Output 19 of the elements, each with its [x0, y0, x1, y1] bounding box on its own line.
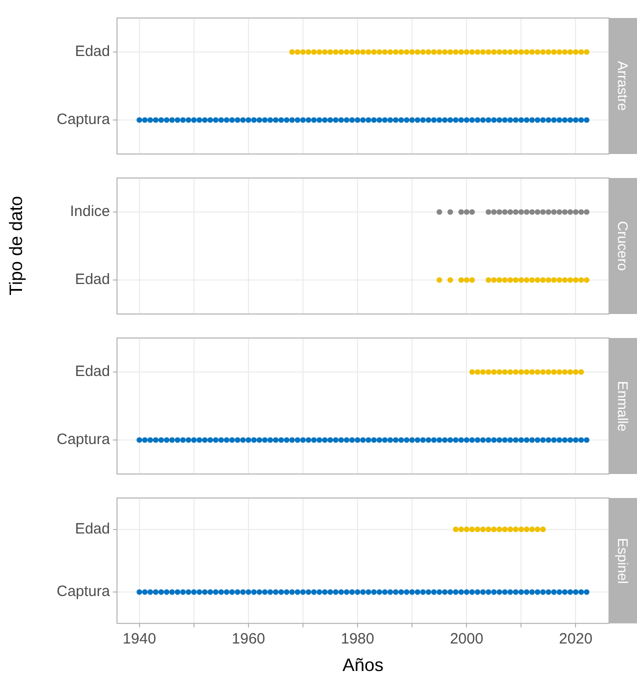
text: Espinel: [615, 538, 631, 584]
x-tick-label: 1980: [340, 630, 374, 648]
x-tick-label: 1960: [232, 630, 266, 648]
x-axis-title: Años: [342, 655, 384, 676]
text: Crucero: [615, 221, 631, 271]
y-tick-label: Captura: [56, 583, 111, 600]
y-tick-label: Edad: [74, 271, 110, 288]
x-tick-label: 1940: [122, 630, 156, 648]
x-tick-label: 2020: [559, 630, 592, 648]
y-tick-label: Indice: [70, 203, 110, 220]
text: Enmalle: [615, 380, 631, 432]
y-tick-label: Edad: [74, 43, 110, 60]
y-tick-label: Captura: [56, 111, 111, 128]
x-tick-label: 2000: [450, 630, 484, 648]
text: Arrastre: [615, 61, 631, 111]
y-axis-title: Tipo de dato: [6, 196, 26, 296]
y-tick-label: Captura: [56, 431, 111, 448]
y-tick-label: Edad: [74, 363, 110, 380]
y-tick-label: Edad: [74, 520, 110, 538]
